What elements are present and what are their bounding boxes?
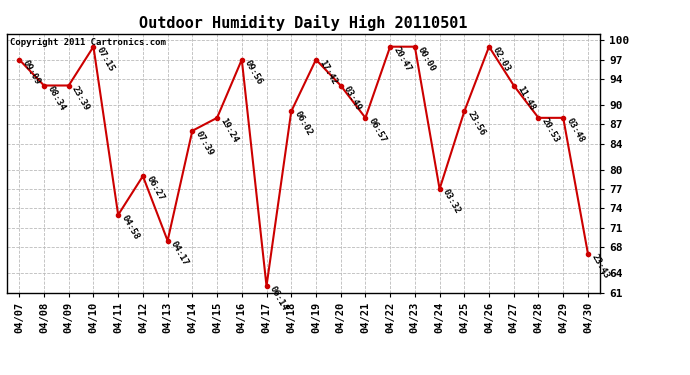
- Text: 06:57: 06:57: [367, 117, 388, 144]
- Text: 20:47: 20:47: [391, 45, 413, 73]
- Text: 09:56: 09:56: [243, 58, 264, 86]
- Text: 06:14: 06:14: [268, 285, 289, 312]
- Text: 00:00: 00:00: [416, 45, 437, 73]
- Text: 11:48: 11:48: [515, 84, 536, 112]
- Text: 23:43: 23:43: [589, 252, 611, 280]
- Text: 07:15: 07:15: [95, 45, 116, 73]
- Text: 03:32: 03:32: [441, 188, 462, 215]
- Text: 20:53: 20:53: [540, 117, 561, 144]
- Text: 23:39: 23:39: [70, 84, 91, 112]
- Text: 19:24: 19:24: [219, 117, 239, 144]
- Text: 07:39: 07:39: [194, 129, 215, 157]
- Text: 06:27: 06:27: [144, 175, 166, 202]
- Text: 03:48: 03:48: [564, 117, 586, 144]
- Text: 23:56: 23:56: [466, 110, 487, 138]
- Text: 09:09: 09:09: [21, 58, 42, 86]
- Text: 04:58: 04:58: [119, 213, 141, 241]
- Text: 03:49: 03:49: [342, 84, 364, 112]
- Text: Copyright 2011 Cartronics.com: Copyright 2011 Cartronics.com: [10, 38, 166, 46]
- Text: 04:17: 04:17: [169, 239, 190, 267]
- Text: 17:42: 17:42: [317, 58, 339, 86]
- Text: 06:02: 06:02: [293, 110, 314, 138]
- Text: 08:34: 08:34: [46, 84, 67, 112]
- Text: 02:03: 02:03: [491, 45, 512, 73]
- Title: Outdoor Humidity Daily High 20110501: Outdoor Humidity Daily High 20110501: [139, 15, 468, 31]
